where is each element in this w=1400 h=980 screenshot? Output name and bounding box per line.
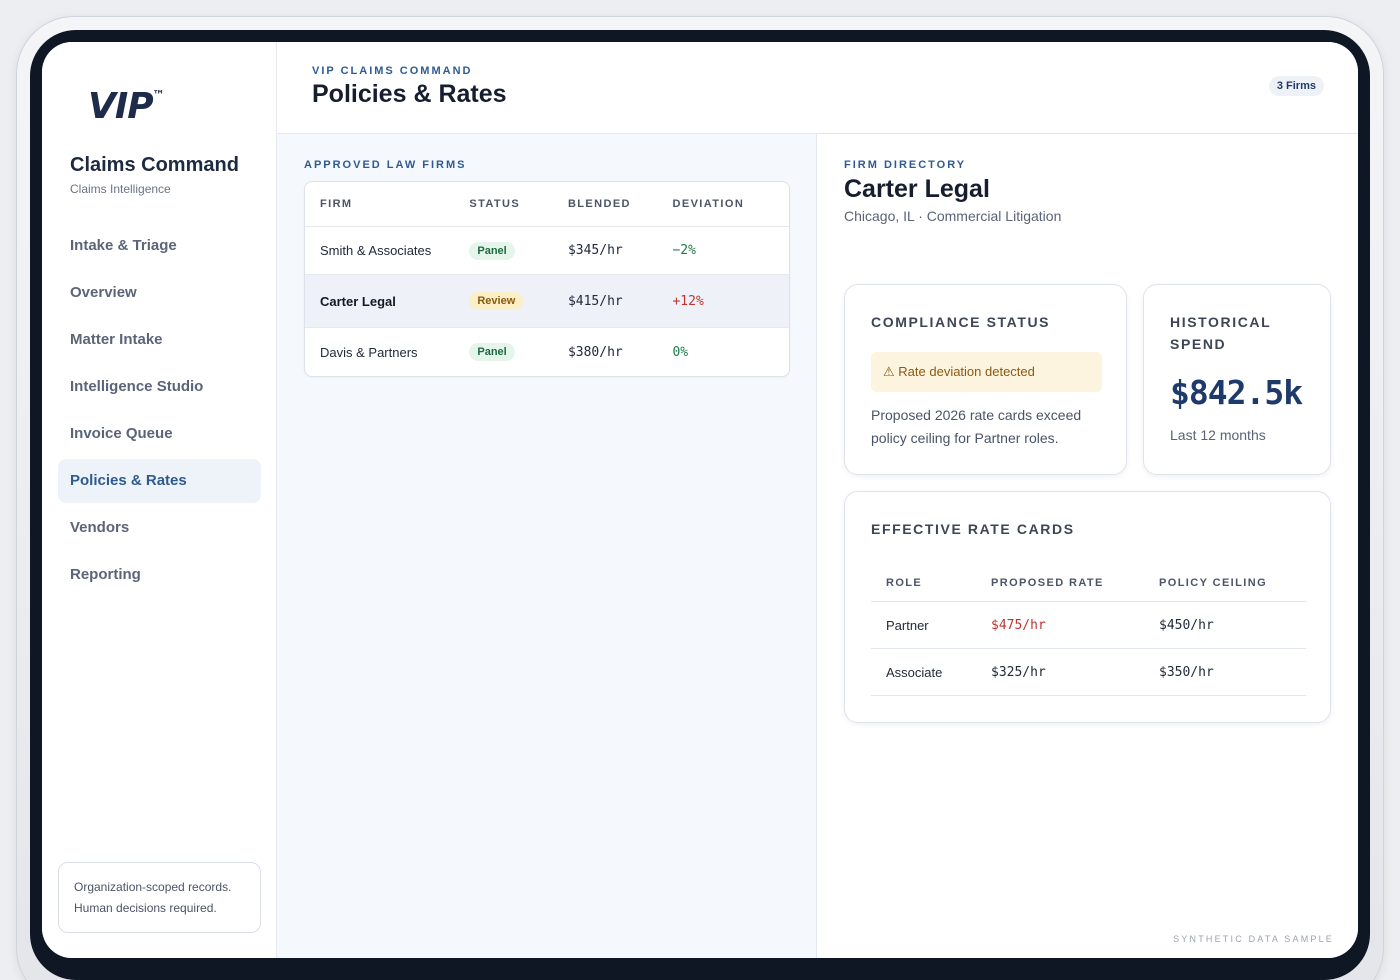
sidebar-item-overview[interactable]: Overview (70, 284, 137, 301)
firm-name-cell: Smith & Associates (320, 243, 432, 258)
table-row: Associate $325/hr $350/hr (871, 649, 1306, 696)
spend-period: Last 12 months (1170, 427, 1266, 443)
firm-count-badge: 3 Firms (1268, 76, 1324, 96)
effective-rate-cards-card: EFFECTIVE RATE CARDS ROLE PROPOSED RATE … (844, 491, 1331, 723)
sidebar-item-reporting[interactable]: Reporting (70, 566, 141, 583)
column-header-status[interactable]: STATUS (469, 198, 521, 210)
column-header-blended[interactable]: BLENDED (567, 198, 631, 210)
proposed-rate-cell: $475/hr (991, 617, 1046, 633)
firm-name-cell: Davis & Partners (320, 344, 418, 360)
status-badge: Panel (469, 241, 515, 260)
alert-text: Rate deviation detected (898, 364, 1035, 379)
proposed-rate-cell: $325/hr (991, 664, 1046, 680)
approved-firms-pane: APPROVED LAW FIRMS FIRM STATUS BLENDED D… (277, 134, 817, 958)
page-title: Policies & Rates (312, 80, 507, 108)
sidebar-item-policies-rates[interactable]: Policies & Rates (58, 459, 261, 503)
card-title: COMPLIANCE STATUS (871, 314, 1051, 330)
logo-text: VIP (88, 86, 154, 127)
header-eyebrow: VIP CLAIMS COMMAND (312, 65, 473, 77)
column-header-proposed-rate: PROPOSED RATE (991, 577, 1104, 589)
table-header-row: ROLE PROPOSED RATE POLICY CEILING (871, 565, 1306, 602)
status-badge: Review (469, 292, 524, 310)
sidebar-nav: Intake & Triage Overview Matter Intake I… (58, 224, 261, 600)
sidebar: VIP™ Claims Command Claims Intelligence … (42, 42, 277, 958)
app-subtitle: Claims Intelligence (70, 182, 171, 196)
deviation-cell: 0% (672, 344, 689, 360)
role-cell: Associate (886, 664, 943, 680)
firm-location-practice: Chicago, IL · Commercial Litigation (844, 208, 1062, 224)
vip-logo[interactable]: VIP™ (88, 86, 165, 127)
status-badge: Panel (469, 343, 515, 361)
detail-eyebrow: FIRM DIRECTORY (844, 159, 967, 171)
spend-value: $842.5k (1170, 373, 1303, 412)
sidebar-item-intelligence-studio[interactable]: Intelligence Studio (70, 378, 204, 395)
rate-card-table: ROLE PROPOSED RATE POLICY CEILING Partne… (871, 565, 1306, 696)
sidebar-item-invoice-queue[interactable]: Invoice Queue (70, 425, 173, 442)
sidebar-item-vendors[interactable]: Vendors (70, 519, 130, 536)
policy-ceiling-cell: $350/hr (1159, 664, 1214, 680)
firm-detail-pane: FIRM DIRECTORY Carter Legal Chicago, IL … (817, 134, 1358, 958)
app-title: Claims Command (70, 154, 239, 176)
org-scope-notice: Organization-scoped records. Human decis… (58, 862, 261, 933)
section-title: APPROVED LAW FIRMS (304, 159, 467, 171)
policy-ceiling-cell: $450/hr (1159, 617, 1214, 633)
compliance-status-card: COMPLIANCE STATUS ⚠ Rate deviation detec… (844, 284, 1127, 475)
compliance-description: Proposed 2026 rate cards exceed policy c… (871, 407, 1082, 446)
blended-rate-cell: $415/hr (567, 293, 623, 309)
table-row: Partner $475/hr $450/hr (871, 602, 1306, 649)
deviation-cell: −2% (672, 243, 696, 258)
column-header-role: ROLE (886, 577, 923, 589)
page-header: VIP CLAIMS COMMAND Policies & Rates 3 Fi… (277, 42, 1358, 134)
warning-icon: ⚠ (883, 364, 895, 379)
status-cell: Panel (469, 343, 568, 361)
table-header-row: FIRM STATUS BLENDED DEVIATION (305, 182, 789, 227)
status-cell: Panel (469, 241, 568, 260)
app-screen: VIP™ Claims Command Claims Intelligence … (42, 42, 1358, 958)
column-header-deviation[interactable]: DEVIATION (672, 198, 745, 210)
firm-title: Carter Legal (844, 175, 990, 203)
firms-table: FIRM STATUS BLENDED DEVIATION Smith & As… (304, 181, 790, 377)
blended-rate-cell: $345/hr (567, 243, 623, 258)
rate-deviation-alert: ⚠ Rate deviation detected (871, 352, 1102, 392)
column-header-firm[interactable]: FIRM (320, 198, 353, 210)
status-cell: Review (469, 292, 568, 310)
sidebar-item-intake-triage[interactable]: Intake & Triage (70, 237, 177, 254)
blended-rate-cell: $380/hr (567, 344, 623, 360)
firm-name-cell: Carter Legal (320, 293, 396, 309)
notice-line-1: Organization-scoped records. (74, 880, 232, 894)
deviation-cell: +12% (672, 293, 704, 309)
card-title: EFFECTIVE RATE CARDS (871, 521, 1075, 537)
column-header-policy-ceiling: POLICY CEILING (1159, 577, 1268, 589)
card-title: HISTORICAL SPEND (1170, 314, 1272, 352)
historical-spend-card: HISTORICAL SPEND $842.5k Last 12 months (1143, 284, 1331, 475)
synthetic-data-watermark: SYNTHETIC DATA SAMPLE (1173, 934, 1334, 944)
sidebar-item-matter-intake[interactable]: Matter Intake (70, 331, 163, 348)
table-row[interactable]: Smith & Associates Panel $345/hr −2% (305, 227, 789, 275)
role-cell: Partner (886, 617, 929, 633)
notice-line-2: Human decisions required. (74, 901, 217, 915)
table-row[interactable]: Davis & Partners Panel $380/hr 0% (305, 328, 789, 376)
logo-trademark: ™ (152, 88, 165, 102)
table-row-selected[interactable]: Carter Legal Review $415/hr +12% (305, 275, 789, 328)
